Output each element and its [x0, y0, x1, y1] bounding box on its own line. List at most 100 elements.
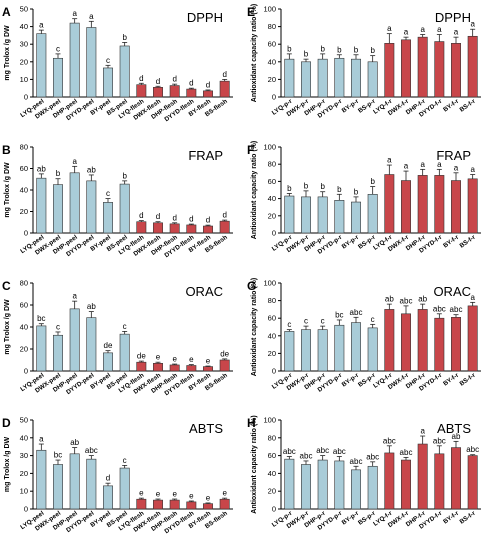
- y-tick-label: 40: [20, 22, 28, 31]
- significance-label: abc: [366, 452, 379, 461]
- y-tick-label: 40: [268, 57, 276, 66]
- significance-label: c: [371, 315, 375, 324]
- bar: [136, 361, 147, 372]
- bar: [401, 180, 411, 234]
- y-tick-label: 60: [268, 177, 276, 186]
- significance-label: b: [287, 44, 292, 53]
- y-tick-label: 60: [268, 314, 276, 323]
- bar: [434, 317, 445, 372]
- y-axis-title: mg Trolox /g DW: [4, 299, 11, 355]
- bar: [384, 174, 395, 234]
- significance-label: de: [137, 352, 146, 361]
- significance-label: b: [56, 169, 61, 178]
- bar: [169, 223, 180, 234]
- bar: [351, 58, 361, 98]
- significance-label: c: [321, 317, 325, 326]
- bar: [284, 195, 295, 234]
- bar: [301, 61, 311, 98]
- bar: [86, 317, 97, 372]
- significance-label: a: [420, 427, 425, 436]
- significance-label: a: [404, 162, 409, 171]
- bar: [86, 180, 97, 234]
- significance-label: b: [354, 187, 359, 196]
- y-tick-label: 0: [24, 229, 28, 238]
- significance-label: b: [304, 181, 309, 190]
- bar: [153, 87, 163, 98]
- bar: [451, 447, 461, 510]
- bar: [219, 80, 230, 98]
- significance-label: a: [72, 157, 77, 166]
- x-tick-label: BY-f-r: [442, 98, 461, 114]
- y-tick-label: 100: [263, 5, 276, 14]
- x-tick-label: BY-p-r: [341, 372, 361, 389]
- bar: [36, 33, 47, 98]
- significance-label: a: [470, 165, 475, 174]
- bar: [119, 183, 130, 234]
- y-tick-label: 20: [20, 57, 28, 66]
- significance-label: e: [172, 355, 177, 364]
- bar: [53, 184, 63, 234]
- bar: [103, 352, 113, 372]
- panel-title: FRAP: [436, 148, 471, 163]
- y-tick-label: 0: [272, 505, 276, 514]
- significance-label: bc: [335, 310, 343, 319]
- y-tick-label: 20: [20, 469, 28, 478]
- significance-label: b: [370, 177, 375, 186]
- bar: [301, 464, 311, 510]
- significance-label: a: [420, 160, 425, 169]
- bar: [169, 499, 180, 510]
- y-tick-label: 40: [20, 186, 28, 195]
- y-tick-label: 40: [20, 323, 28, 332]
- significance-label: abc: [466, 445, 479, 454]
- bar: [219, 220, 230, 234]
- significance-label: b: [354, 45, 359, 54]
- bar: [301, 329, 311, 372]
- significance-label: e: [189, 491, 194, 500]
- bar: [169, 85, 180, 98]
- bar: [367, 194, 378, 234]
- bar: [53, 57, 63, 98]
- bar: [219, 498, 230, 510]
- significance-label: a: [387, 24, 392, 33]
- y-tick-label: 80: [268, 296, 276, 305]
- significance-label: a: [454, 163, 459, 172]
- significance-label: e: [172, 490, 177, 499]
- bar: [434, 175, 445, 234]
- y-axis-title: Antioxidant capacity ratio (%): [251, 4, 258, 102]
- significance-label: b: [122, 33, 127, 42]
- panel-letter: B: [2, 143, 11, 157]
- significance-label: b: [122, 171, 127, 180]
- significance-label: bc: [54, 451, 62, 460]
- y-tick-label: 0: [24, 367, 28, 376]
- panel-title: ORAC: [185, 284, 223, 299]
- significance-label: e: [189, 355, 194, 364]
- x-tick-label: BY-f-r: [442, 510, 461, 526]
- bar: [334, 200, 345, 234]
- significance-label: a: [420, 25, 425, 34]
- bar: [69, 22, 80, 98]
- y-tick-label: 20: [20, 207, 28, 216]
- significance-label: a: [89, 12, 94, 21]
- significance-label: b: [337, 45, 342, 54]
- y-tick-label: 20: [268, 75, 276, 84]
- y-tick-label: 40: [268, 331, 276, 340]
- significance-label: abc: [300, 451, 313, 460]
- bar: [317, 459, 328, 510]
- significance-label: b: [304, 50, 309, 59]
- y-tick-label: 30: [20, 40, 28, 49]
- bar: [186, 501, 197, 510]
- bar: [434, 41, 445, 98]
- bar: [119, 333, 130, 372]
- x-tick-label: BY-p-r: [341, 98, 361, 115]
- y-tick-label: 40: [20, 433, 28, 442]
- chart-panel-g: G ORAC 0 20 40 60 80 100 Antioxidant capacity ra…: [247, 278, 481, 394]
- y-tick-label: 20: [268, 487, 276, 496]
- y-axis-title: mg Trolox /g DW: [4, 162, 11, 218]
- panel-title: ORAC: [433, 284, 471, 299]
- y-tick-label: 80: [20, 279, 28, 288]
- bar: [136, 221, 147, 234]
- y-tick-label: 60: [268, 40, 276, 49]
- panel-title: FRAP: [188, 148, 223, 163]
- significance-label: ab: [452, 432, 461, 441]
